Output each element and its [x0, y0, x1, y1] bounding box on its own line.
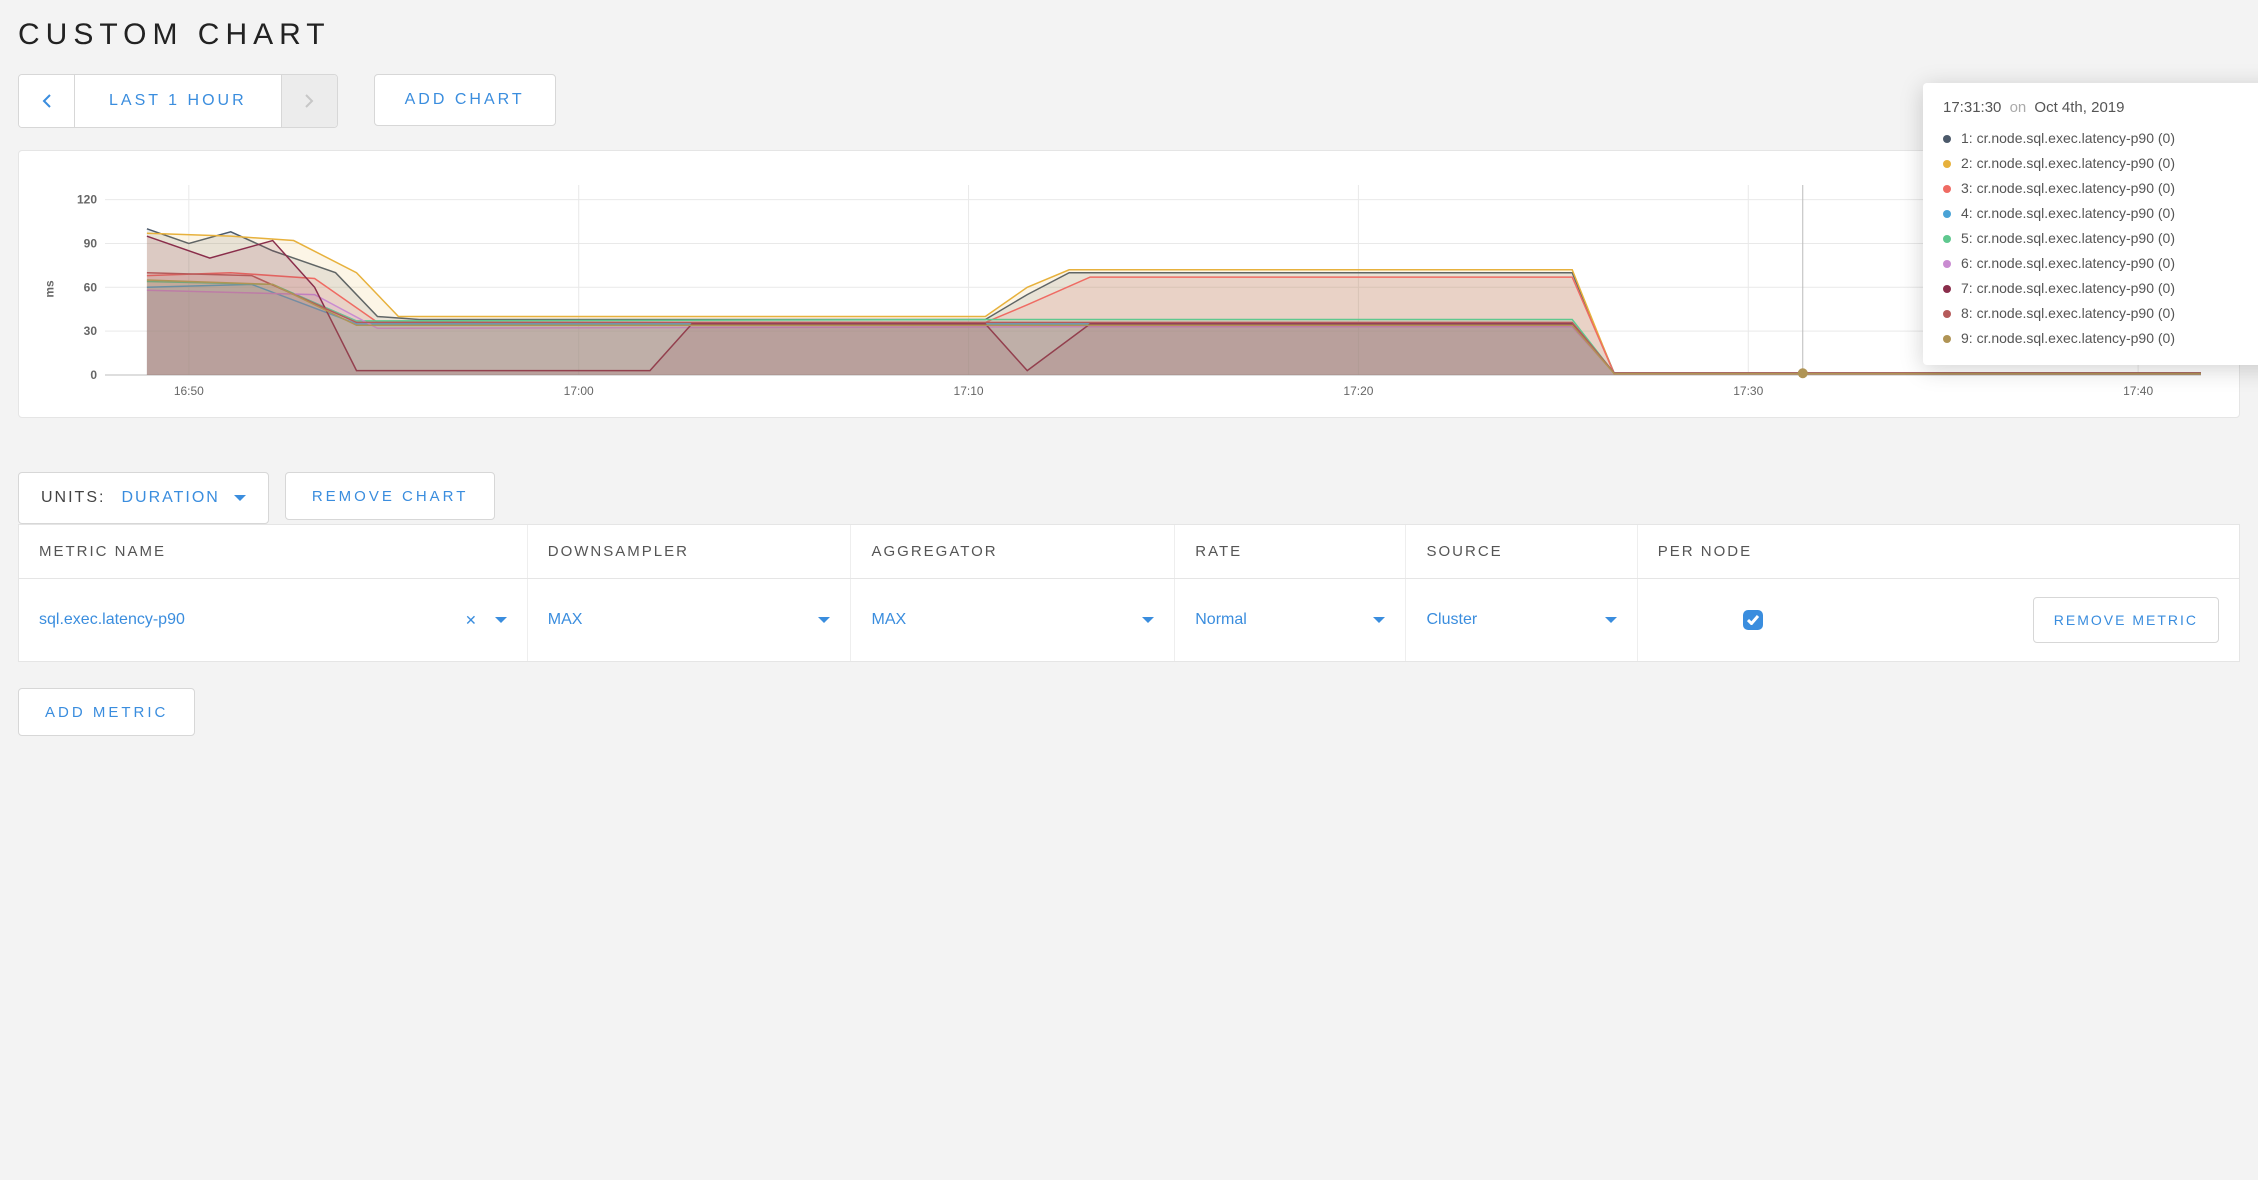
caret-down-icon[interactable] [495, 617, 507, 623]
svg-text:17:10: 17:10 [954, 384, 984, 398]
col-metric: METRIC NAME [19, 525, 528, 578]
series-dot-icon [1943, 135, 1951, 143]
svg-text:17:20: 17:20 [1343, 384, 1373, 398]
series-dot-icon [1943, 185, 1951, 193]
clear-metric-icon[interactable]: ✕ [465, 612, 477, 629]
units-value-text: DURATION [121, 489, 219, 507]
source-cell[interactable]: Cluster [1406, 579, 1637, 661]
aggregator-cell[interactable]: MAX [851, 579, 1175, 661]
tooltip-row: 7: cr.node.sql.exec.latency-p90 (0)1.4 m… [1943, 276, 2258, 301]
svg-text:16:50: 16:50 [174, 384, 204, 398]
time-range-label[interactable]: LAST 1 HOUR [75, 75, 281, 127]
tooltip-label: 2: cr.node.sql.exec.latency-p90 (0) [1961, 151, 2258, 176]
tooltip-row: 6: cr.node.sql.exec.latency-p90 (0)1.4 m… [1943, 251, 2258, 276]
series-dot-icon [1943, 210, 1951, 218]
metric-table: METRIC NAME DOWNSAMPLER AGGREGATOR RATE … [18, 524, 2240, 662]
caret-down-icon[interactable] [818, 617, 830, 623]
tooltip-row: 9: cr.node.sql.exec.latency-p90 (0)1.0 m… [1943, 326, 2258, 351]
caret-down-icon[interactable] [1373, 617, 1385, 623]
units-value[interactable]: DURATION [121, 489, 245, 507]
tooltip-label: 6: cr.node.sql.exec.latency-p90 (0) [1961, 251, 2258, 276]
series-dot-icon [1943, 235, 1951, 243]
chart-area[interactable]: ms 030609012016:5017:0017:1017:2017:3017… [47, 179, 2211, 399]
downsampler-cell[interactable]: MAX [528, 579, 852, 661]
units-selector[interactable]: UNITS: DURATION [18, 472, 269, 524]
tooltip-row: 3: cr.node.sql.exec.latency-p90 (0)1.1 m… [1943, 176, 2258, 201]
tooltip-row: 4: cr.node.sql.exec.latency-p90 (0)1.5 m… [1943, 201, 2258, 226]
svg-text:0: 0 [90, 368, 97, 382]
col-actions [1869, 525, 2239, 578]
tooltip-time: 17:31:30 on Oct 4th, 2019 [1943, 99, 2258, 116]
svg-text:30: 30 [84, 324, 98, 338]
tooltip-row: 5: cr.node.sql.exec.latency-p90 (0)1.2 m… [1943, 226, 2258, 251]
tooltip-on: on [2010, 99, 2027, 116]
tooltip-time-value: 17:31:30 [1943, 99, 2001, 116]
series-dot-icon [1943, 335, 1951, 343]
caret-down-icon[interactable] [1605, 617, 1617, 623]
time-prev-button[interactable] [19, 75, 75, 127]
tooltip-label: 3: cr.node.sql.exec.latency-p90 (0) [1961, 176, 2258, 201]
pernode-checkbox[interactable] [1743, 610, 1763, 630]
series-dot-icon [1943, 260, 1951, 268]
metric-name-value: sql.exec.latency-p90 [39, 611, 185, 629]
svg-text:60: 60 [84, 280, 98, 294]
tooltip-label: 1: cr.node.sql.exec.latency-p90 (0) [1961, 126, 2258, 151]
tooltip-label: 4: cr.node.sql.exec.latency-p90 (0) [1961, 201, 2258, 226]
add-chart-button[interactable]: ADD CHART [374, 74, 556, 126]
series-dot-icon [1943, 160, 1951, 168]
tooltip-label: 9: cr.node.sql.exec.latency-p90 (0) [1961, 326, 2258, 351]
toolbar: LAST 1 HOUR ADD CHART [18, 74, 2240, 128]
remove-metric-cell: REMOVE METRIC [1869, 579, 2239, 661]
svg-text:17:40: 17:40 [2123, 384, 2153, 398]
time-next-button [281, 75, 337, 127]
time-range-selector: LAST 1 HOUR [18, 74, 338, 128]
metric-header: METRIC NAME DOWNSAMPLER AGGREGATOR RATE … [19, 524, 2239, 579]
controls-row: UNITS: DURATION REMOVE CHART [18, 472, 2240, 524]
tooltip-row: 2: cr.node.sql.exec.latency-p90 (0)819.2… [1943, 151, 2258, 176]
series-dot-icon [1943, 310, 1951, 318]
tooltip-row: 8: cr.node.sql.exec.latency-p90 (0)1.4 m… [1943, 301, 2258, 326]
chart-tooltip: 17:31:30 on Oct 4th, 2019 1: cr.node.sql… [1923, 83, 2258, 365]
aggregator-value: MAX [871, 611, 906, 629]
svg-text:17:30: 17:30 [1733, 384, 1763, 398]
caret-down-icon[interactable] [1142, 617, 1154, 623]
page-title: CUSTOM CHART [18, 18, 2240, 52]
svg-text:90: 90 [84, 236, 98, 250]
svg-text:17:00: 17:00 [564, 384, 594, 398]
col-downsampler: DOWNSAMPLER [528, 525, 852, 578]
tooltip-label: 5: cr.node.sql.exec.latency-p90 (0) [1961, 226, 2258, 251]
metric-row: sql.exec.latency-p90 ✕ MAX MAX Normal Cl… [19, 579, 2239, 661]
rate-value: Normal [1195, 611, 1247, 629]
chart-svg: 0 30 60 90 120 16:50 17:00 17:10 17:20 17:30 17:40 [47, 179, 2211, 399]
pernode-cell[interactable] [1638, 579, 1869, 661]
remove-chart-button[interactable]: REMOVE CHART [285, 472, 496, 520]
tooltip-date: Oct 4th, 2019 [2034, 99, 2124, 116]
col-pernode: PER NODE [1638, 525, 1869, 578]
tooltip-label: 7: cr.node.sql.exec.latency-p90 (0) [1961, 276, 2258, 301]
remove-metric-button[interactable]: REMOVE METRIC [2033, 597, 2219, 643]
svg-text:120: 120 [77, 193, 97, 207]
series-dot-icon [1943, 285, 1951, 293]
col-source: SOURCE [1406, 525, 1637, 578]
add-metric-button[interactable]: ADD METRIC [18, 688, 195, 736]
rate-cell[interactable]: Normal [1175, 579, 1406, 661]
downsampler-value: MAX [548, 611, 583, 629]
tooltip-row: 1: cr.node.sql.exec.latency-p90 (0)1.3 m… [1943, 126, 2258, 151]
col-rate: RATE [1175, 525, 1406, 578]
col-aggregator: AGGREGATOR [851, 525, 1175, 578]
y-axis-label: ms [43, 280, 57, 297]
source-value: Cluster [1426, 611, 1477, 629]
chart-card: ms 0 30 60 90 120 16:50 17:00 17:10 17:20 17:30 17… [18, 150, 2240, 418]
metric-name-cell[interactable]: sql.exec.latency-p90 ✕ [19, 579, 528, 661]
tooltip-label: 8: cr.node.sql.exec.latency-p90 (0) [1961, 301, 2258, 326]
caret-down-icon [234, 495, 246, 501]
units-label: UNITS: [41, 489, 105, 507]
